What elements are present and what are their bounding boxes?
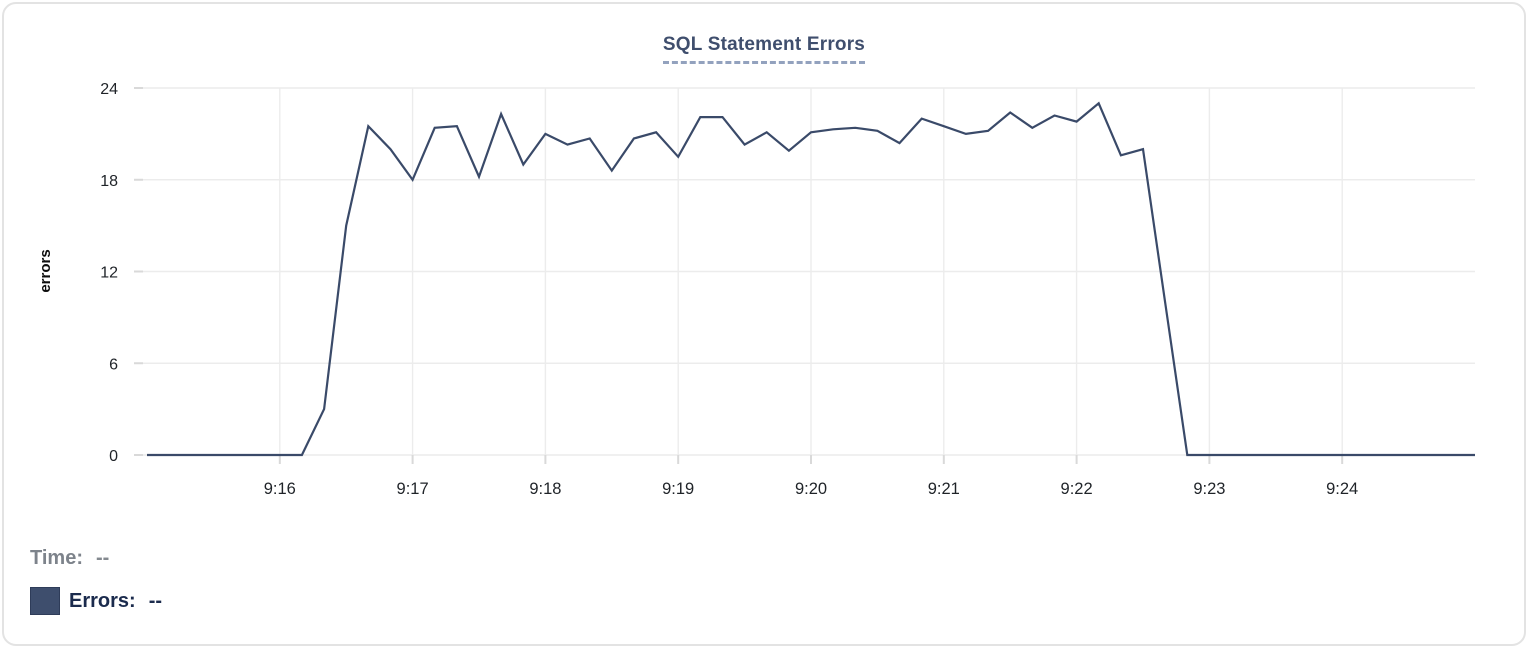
- svg-text:24: 24: [100, 81, 118, 98]
- chart-title[interactable]: SQL Statement Errors: [662, 34, 866, 64]
- errors-readout-label: Errors:: [69, 589, 136, 612]
- errors-readout-value: --: [148, 589, 163, 612]
- errors-line-chart[interactable]: 0 6 12 18 24 9:16 9:17 9:18 9:19 9:20 9:21 9:22 9:23…: [4, 4, 1528, 516]
- time-readout-row: Time: --: [30, 547, 109, 570]
- errors-series-swatch-icon: [30, 587, 60, 615]
- y-tick-marks: [134, 87, 143, 456]
- x-tick-labels: 9:16 9:17 9:18 9:19 9:20 9:21 9:22 9:23 9:24: [264, 480, 1359, 498]
- svg-text:9:19: 9:19: [662, 480, 694, 498]
- time-readout-value: --: [95, 547, 110, 569]
- svg-text:18: 18: [100, 173, 118, 190]
- errors-readout-row: Errors: --: [30, 587, 162, 615]
- x-gridlines: [279, 88, 1343, 455]
- svg-text:9:24: 9:24: [1326, 480, 1358, 498]
- y-axis-label: errors: [37, 249, 54, 292]
- svg-text:9:18: 9:18: [529, 480, 561, 498]
- svg-text:9:16: 9:16: [264, 480, 296, 498]
- svg-text:9:22: 9:22: [1061, 480, 1093, 498]
- x-tick-marks: [278, 455, 1344, 464]
- y-tick-labels: 0 6 12 18 24: [100, 81, 118, 465]
- time-readout-label: Time:: [30, 547, 83, 569]
- svg-text:6: 6: [109, 356, 118, 373]
- svg-text:9:17: 9:17: [397, 480, 429, 498]
- chart-title-wrap: SQL Statement Errors: [4, 34, 1524, 64]
- errors-series-line: [147, 101, 1475, 457]
- svg-text:9:23: 9:23: [1193, 480, 1225, 498]
- y-gridlines: [134, 87, 1475, 456]
- svg-text:9:20: 9:20: [795, 480, 827, 498]
- svg-text:12: 12: [100, 265, 118, 282]
- svg-text:0: 0: [109, 448, 118, 465]
- svg-text:9:21: 9:21: [928, 480, 960, 498]
